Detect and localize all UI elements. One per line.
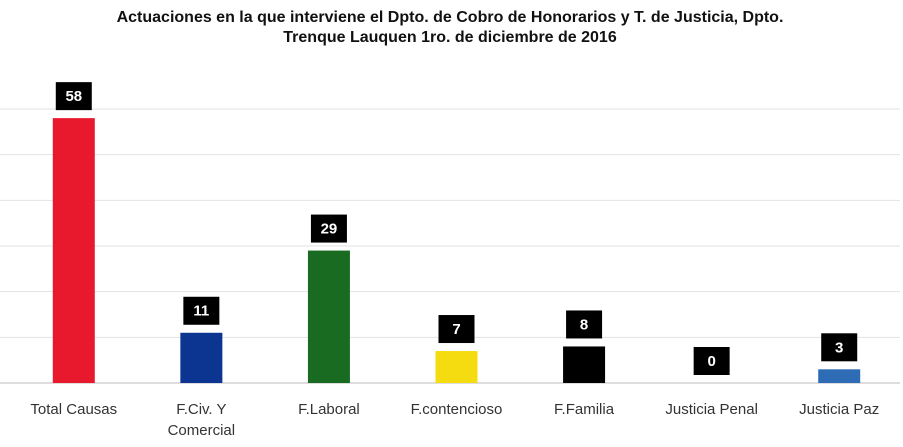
data-label: 3 <box>835 339 843 356</box>
chart-title: Actuaciones en la que interviene el Dpto… <box>116 9 784 46</box>
x-tick-label: F.Civ. Y Comercial <box>167 401 236 439</box>
x-tick-label: Justicia Paz <box>799 401 880 418</box>
data-label-box <box>183 296 220 325</box>
data-label-box <box>310 214 347 243</box>
bar <box>563 346 606 383</box>
data-label: 11 <box>193 303 209 320</box>
data-label: 8 <box>580 316 588 333</box>
data-label-box <box>693 347 730 375</box>
data-label-box <box>438 315 475 344</box>
x-tick-label: Total Causas <box>30 401 118 418</box>
x-tick-label: F.contencioso <box>410 401 503 418</box>
data-label: 7 <box>452 321 460 338</box>
data-label: 29 <box>321 221 338 238</box>
x-tick-label: Justicia Penal <box>665 401 758 418</box>
data-label-box <box>566 310 603 339</box>
data-label: 58 <box>65 88 82 105</box>
bar <box>435 351 478 383</box>
bar <box>52 118 95 383</box>
data-label-box <box>55 82 92 111</box>
bar <box>180 332 223 383</box>
bar <box>818 369 861 383</box>
bar <box>307 250 350 383</box>
data-label: 0 <box>707 353 715 370</box>
x-tick-label: F.Laboral <box>298 401 360 418</box>
data-label-box <box>821 333 858 362</box>
x-tick-label: F.Familia <box>554 401 615 418</box>
